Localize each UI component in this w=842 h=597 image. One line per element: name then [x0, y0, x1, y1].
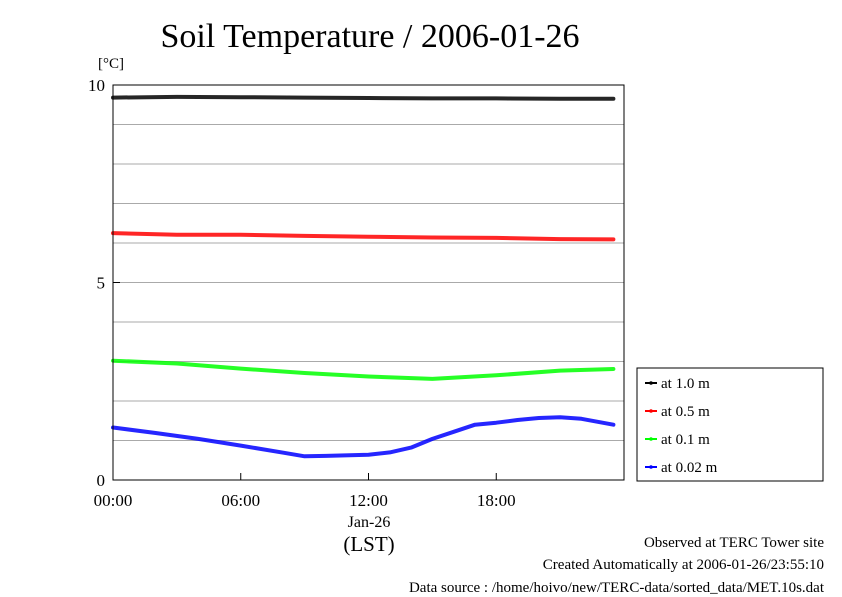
chart-title: Soil Temperature / 2006-01-26 [160, 18, 579, 55]
created-timestamp-note: Created Automatically at 2006-01-26/23:5… [542, 557, 824, 573]
legend-marker [649, 465, 653, 469]
data-source-note: Data source : /home/hoivo/new/TERC-data/… [408, 580, 824, 596]
series-line [111, 231, 616, 242]
x-axis-ticks: 00:00 06:00 12:00 18:00 [94, 473, 516, 510]
y-tick-label: 0 [97, 471, 106, 490]
series-lines [111, 94, 616, 459]
legend-label: at 0.1 m [661, 432, 710, 448]
y-axis-ticks: 0 5 10 [88, 76, 120, 490]
legend-box [636, 367, 824, 482]
x-axis-date-label: Jan-26 [348, 514, 391, 531]
y-tick-label: 10 [88, 76, 105, 95]
legend: at 1.0 m at 0.5 m at 0.1 m at 0.02 m [645, 376, 718, 476]
x-tick-label: 06:00 [221, 491, 260, 510]
x-tick-label: 18:00 [477, 491, 516, 510]
series-line [111, 94, 616, 101]
series-line [111, 358, 616, 381]
y-axis-unit-label: [°C] [98, 56, 124, 72]
x-axis-title: (LST) [343, 532, 394, 556]
series-line [111, 415, 616, 459]
legend-marker [649, 437, 653, 441]
x-tick-label: 00:00 [94, 491, 133, 510]
legend-label: at 0.02 m [661, 460, 718, 476]
legend-marker [649, 409, 653, 413]
x-tick-label: 12:00 [349, 491, 388, 510]
legend-marker [649, 381, 653, 385]
horizontal-gridlines [113, 124, 624, 441]
legend-label: at 1.0 m [661, 376, 710, 392]
y-tick-label: 5 [97, 274, 106, 293]
observed-at-note: Observed at TERC Tower site [643, 535, 824, 551]
legend-label: at 0.5 m [661, 404, 710, 420]
